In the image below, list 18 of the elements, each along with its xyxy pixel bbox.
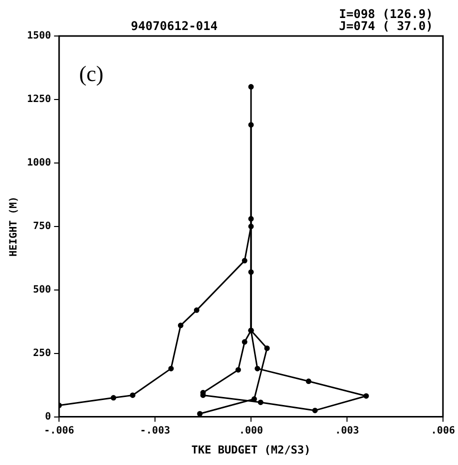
text: I=098 (126.9)	[339, 7, 433, 21]
x-axis-title: TKE BUDGET (M2/S3)	[191, 443, 311, 456]
x-tick-label: .003	[334, 425, 360, 436]
chart-title: 94070612-014	[130, 19, 218, 33]
x-tick-label: .000	[238, 425, 264, 436]
x-tick-label: -.003	[140, 425, 170, 436]
text: J=074 ( 37.0)	[339, 19, 433, 33]
x-tick-label: .006	[430, 425, 456, 436]
y-tick-label: 0	[45, 411, 52, 422]
x-tick-label: -.006	[44, 425, 74, 436]
annotation: (c)	[79, 61, 104, 86]
y-tick-label: 750	[33, 220, 52, 232]
y-tick-label: 1500	[26, 30, 52, 42]
y-tick-label: 250	[33, 348, 52, 359]
y-tick-label: 500	[33, 284, 52, 296]
y-tick-label: 1000	[26, 158, 52, 169]
y-axis-title: HEIGHT (M)	[8, 196, 20, 257]
y-tick-label: 1250	[26, 94, 52, 106]
